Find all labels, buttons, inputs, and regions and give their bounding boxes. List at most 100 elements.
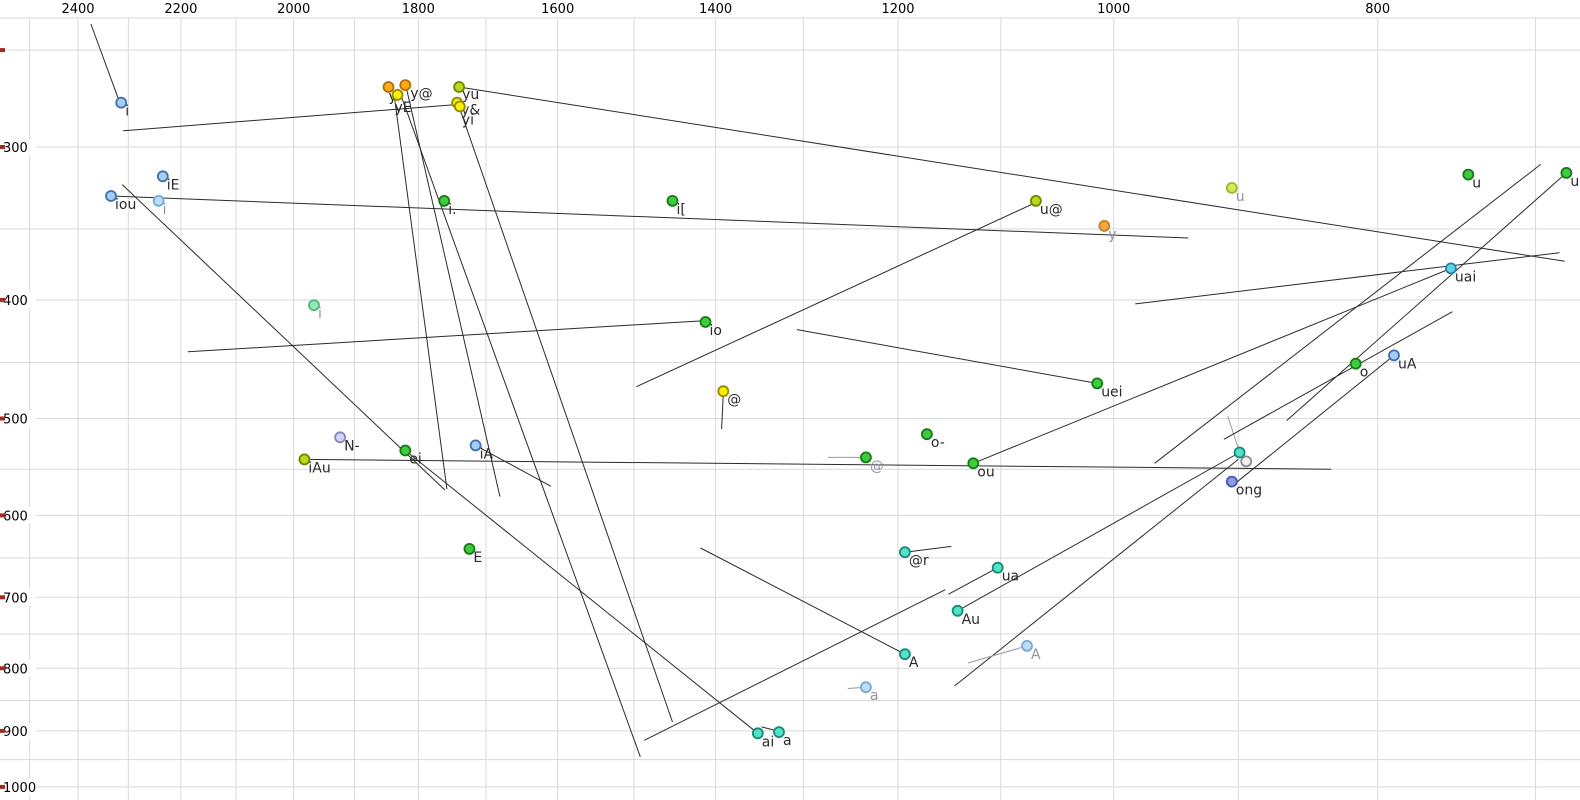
trajectory-line [1227,416,1241,453]
data-point-y[interactable] [1098,219,1111,232]
trajectory-line [700,547,906,655]
data-point-@r[interactable] [899,546,911,559]
y-tick-label: 900 [3,725,28,740]
y-tick-label: 400 [3,294,28,309]
data-point-u[interactable] [1462,168,1475,181]
y-tick-label: 600 [3,509,28,524]
data-point-i[[interactable] [666,194,679,207]
data-point-iou[interactable] [105,190,117,202]
data-point-o-[interactable] [921,428,933,441]
data-point-o[interactable] [1349,357,1362,370]
data-point-iE[interactable] [156,170,169,183]
data-point-a[interactable] [860,681,872,694]
data-point-@[interactable] [860,451,872,464]
data-point-ua[interactable] [991,561,1004,574]
x-tick-label: 1000 [1097,2,1130,17]
point-label: A [909,655,919,671]
red-tick [0,416,5,421]
data-point-i.[interactable] [438,194,451,207]
point-label: y [1108,227,1116,243]
trajectory-line [1230,355,1395,488]
trajectory-line [393,90,448,490]
trajectory-lines [90,23,1567,757]
trajectory-line [904,545,952,553]
data-point-i[interactable] [115,96,128,109]
data-point-@[interactable] [717,385,730,398]
point-label: u [1236,189,1245,205]
data-point-N-[interactable] [334,431,347,444]
trajectory-line [957,452,1240,612]
data-point-uei[interactable] [1091,377,1104,390]
point-label: o- [931,435,945,451]
trajectory-line [457,104,673,723]
x-tick-label: 2200 [164,2,197,17]
point-label: o [1360,365,1369,381]
point-label: uei [1101,384,1122,400]
trajectory-line [721,393,724,430]
red-tick [0,728,5,733]
point-label: i [125,104,129,120]
data-point-i[interactable] [152,194,165,207]
x-tick-label: 1800 [402,2,435,17]
data-point-yE[interactable] [391,89,404,101]
data-point-yi[interactable] [453,100,466,113]
point-label: N- [344,438,360,454]
point-label: yE [395,100,412,116]
trajectory-line [636,202,1037,388]
data-point-ai[interactable] [751,727,764,740]
data-point-y[interactable] [382,81,395,93]
point-label: i [318,306,322,322]
data-point-a[interactable] [773,726,785,738]
point-label: iAu [308,460,330,476]
data-point-A[interactable] [899,648,911,661]
point-label: y@ [410,86,432,102]
data-point-A[interactable] [1021,640,1033,652]
trajectory-line [1154,164,1542,464]
x-tick-label: 2000 [277,2,310,17]
data-point-ong[interactable] [1225,475,1238,488]
data-point-unlabeled[interactable] [1233,446,1246,459]
data-point-unlabeled[interactable] [1240,455,1253,468]
point-label: iA [480,446,494,462]
trajectory-line [121,184,446,491]
point-label: i[ [677,202,686,218]
y-tick-label: 500 [3,413,28,428]
point-label: u [1570,174,1579,190]
data-point-iA[interactable] [469,439,482,452]
data-point-iAu[interactable] [298,453,311,466]
point-label: yu [462,87,479,103]
trajectory-line [459,86,1565,262]
data-point-i[interactable] [308,299,320,312]
trajectory-line [304,458,1332,470]
data-point-u[interactable] [1225,181,1238,194]
data-point-u@[interactable] [1030,194,1042,207]
point-label: ong [1236,483,1262,499]
red-tick [0,595,5,600]
trajectory-line [967,645,1028,664]
y-tick-label: 300 [3,141,28,156]
point-label: uai [1455,269,1476,285]
data-point-uai[interactable] [1445,262,1457,275]
data-point-Au[interactable] [951,604,964,617]
red-tick [0,784,5,789]
data-point-yu[interactable] [453,81,466,93]
point-label: A [1031,647,1041,663]
trajectory-line [406,88,501,497]
point-label: @ [727,392,741,408]
point-label: i. [448,202,456,218]
point-label: ei [409,452,422,468]
data-point-u[interactable] [1560,166,1573,179]
gridlines [0,17,1580,800]
y-tick-label: 800 [3,662,28,677]
data-point-ei[interactable] [399,444,412,457]
red-tick [0,666,5,671]
y-axis-labels: 300 400 500 600 700 800 900 1000 [0,139,36,796]
point-label: ua [1002,569,1019,585]
data-point-io[interactable] [699,316,712,328]
data-point-y@[interactable] [399,79,412,91]
data-point-E[interactable] [463,543,476,555]
trajectory-line [973,267,1452,464]
data-point-ou[interactable] [967,457,980,470]
data-point-uA[interactable] [1388,349,1400,362]
